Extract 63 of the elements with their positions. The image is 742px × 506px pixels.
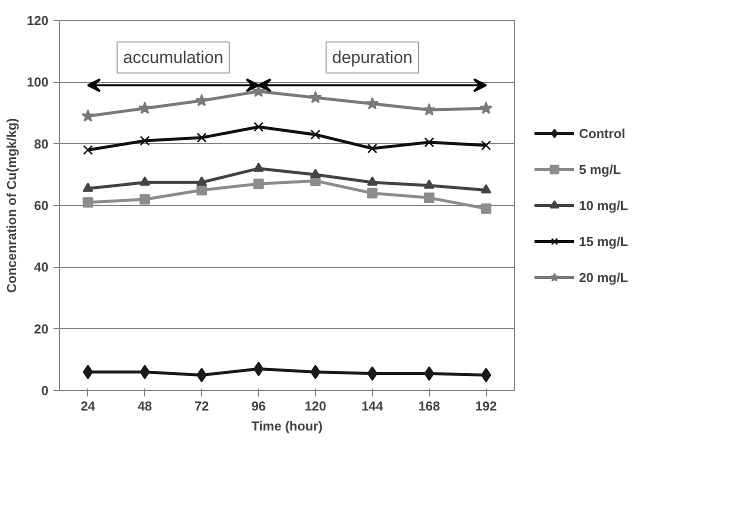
point <box>253 362 264 376</box>
point <box>310 130 320 140</box>
point <box>310 364 321 380</box>
point <box>424 180 434 189</box>
y-tick-label: 60 <box>34 198 49 213</box>
annotation: depuration <box>332 48 412 67</box>
x-tick-label: 96 <box>251 398 266 414</box>
x-tick-label: 144 <box>361 398 384 414</box>
point <box>196 368 207 382</box>
legend-label: 15 mg/L <box>579 234 628 248</box>
annotation: accumulation <box>123 48 224 67</box>
point <box>253 162 264 172</box>
point <box>140 194 150 205</box>
point <box>82 182 94 192</box>
point <box>480 203 492 214</box>
x-tick-label: 24 <box>80 398 96 414</box>
y-tick-label: 20 <box>34 321 49 336</box>
point <box>366 97 379 110</box>
point <box>422 103 436 116</box>
point <box>367 366 378 381</box>
point <box>82 364 94 380</box>
point <box>480 102 493 114</box>
point <box>424 137 434 148</box>
point <box>481 140 492 150</box>
y-tick-label: 120 <box>26 13 49 28</box>
x-tick-label: 48 <box>138 398 152 414</box>
x-tick-label: 192 <box>475 398 497 414</box>
point <box>310 168 321 178</box>
legend-label: Control <box>579 126 626 140</box>
point <box>480 368 492 382</box>
y-axis-title: Concenration of Cu(mgk/kg) <box>4 118 19 293</box>
y-tick-label: 0 <box>41 383 49 398</box>
point <box>196 176 207 186</box>
legend-label: 5 mg/L <box>579 162 621 176</box>
point <box>140 176 150 186</box>
y-tick-label: 40 <box>34 260 49 275</box>
point <box>81 109 94 122</box>
point <box>308 90 322 104</box>
point <box>82 197 94 208</box>
point <box>138 102 152 114</box>
point <box>140 136 150 146</box>
x-axis-title: Time (hour) <box>251 418 323 434</box>
point <box>196 132 207 143</box>
x-tick-label: 120 <box>304 398 326 414</box>
point <box>140 364 150 380</box>
legend-label: 10 mg/L <box>579 198 628 212</box>
point <box>367 176 378 186</box>
point <box>367 188 378 198</box>
point <box>253 178 264 190</box>
point <box>424 366 434 381</box>
point <box>254 122 264 132</box>
y-tick-label: 80 <box>34 136 49 152</box>
point <box>196 184 207 196</box>
point <box>367 143 378 154</box>
x-tick-label: 72 <box>194 398 209 414</box>
point <box>252 84 266 98</box>
point <box>195 94 208 106</box>
point <box>424 192 434 204</box>
y-tick-label: 100 <box>26 74 49 90</box>
legend-label: 20 mg/L <box>579 270 628 284</box>
point <box>82 145 93 155</box>
x-tick-label: 168 <box>418 398 440 414</box>
point <box>480 184 492 194</box>
